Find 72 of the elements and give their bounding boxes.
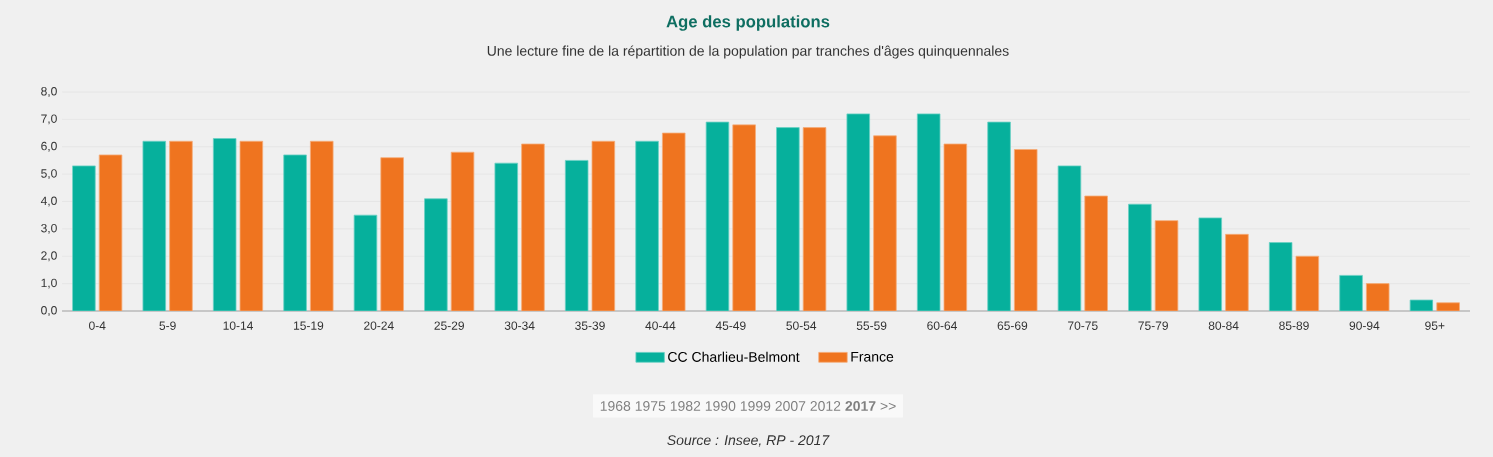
bar	[1154, 220, 1179, 311]
x-tick-label: 90-94	[1349, 321, 1380, 330]
x-tick-label: 50-54	[786, 321, 817, 330]
bar	[353, 214, 378, 311]
x-tick-label: 40-44	[645, 321, 676, 330]
x-tick-label: 15-19	[293, 321, 324, 330]
bar	[1198, 217, 1222, 311]
y-tick-label: 1,0	[41, 278, 57, 289]
bar	[98, 154, 123, 311]
bar	[1225, 233, 1249, 311]
legend-label: France	[851, 351, 894, 362]
x-tick-label: 75-79	[1138, 321, 1168, 330]
y-tick-label: 3,0	[41, 223, 57, 234]
x-tick-label: 80-84	[1208, 321, 1239, 330]
bar	[1084, 195, 1108, 311]
y-tick-label: 8,0	[41, 87, 57, 97]
bar	[943, 143, 968, 311]
legend-label: CC Charlieu-Belmont	[668, 351, 800, 362]
bar	[591, 140, 616, 311]
bar	[846, 113, 871, 311]
x-tick-label: 95+	[1425, 321, 1445, 330]
bar	[1128, 203, 1152, 311]
y-tick-label: 2,0	[41, 251, 57, 262]
bar	[705, 121, 730, 311]
y-tick-label: 0,0	[41, 306, 57, 316]
y-tick-label: 7,0	[41, 114, 57, 125]
bar	[239, 140, 264, 311]
x-tick-label: 20-24	[364, 321, 394, 330]
x-tick-label: 60-64	[927, 321, 957, 330]
text: 1968 1975 1982 1990 1999 2007 2012 2017 >>	[600, 401, 896, 411]
y-tick-label: 6,0	[41, 141, 57, 152]
x-tick-label: 0-4	[89, 321, 106, 330]
bar	[802, 127, 827, 311]
x-tick-label: 5-9	[159, 321, 176, 330]
x-tick-label: 35-39	[575, 321, 605, 330]
bar	[142, 140, 167, 311]
bar	[732, 124, 756, 311]
bar	[662, 132, 686, 311]
bar	[1057, 165, 1082, 311]
x-tick-label: 55-59	[856, 321, 887, 330]
x-tick-label: 65-69	[997, 321, 1028, 330]
bar	[169, 140, 193, 311]
x-tick-label: 10-14	[223, 321, 253, 330]
bar	[283, 154, 307, 311]
bar	[635, 140, 659, 311]
chart-title: Age des populations	[666, 15, 830, 31]
x-tick-label: 85-89	[1279, 321, 1309, 330]
bar	[1339, 275, 1363, 311]
bar	[450, 151, 475, 311]
bar	[212, 138, 237, 311]
bar	[564, 160, 589, 311]
bar	[776, 127, 800, 311]
bar	[873, 135, 897, 311]
bar	[310, 140, 334, 311]
bar	[424, 198, 448, 311]
x-tick-label: 45-49	[715, 321, 746, 330]
chart-subtitle: Une lecture fine de la répartition de la population par tranches d'âges quinquennales	[487, 45, 1009, 59]
bar	[72, 165, 96, 311]
x-tick-label: 70-75	[1068, 321, 1098, 330]
bar	[987, 121, 1011, 311]
x-tick-label: 25-29	[434, 321, 464, 330]
bar	[916, 113, 941, 311]
bar	[380, 157, 404, 311]
y-tick-label: 5,0	[41, 169, 57, 180]
y-tick-label: 4,0	[40, 196, 57, 207]
x-tick-label: 30-34	[504, 321, 535, 330]
source-note: Source : Insee, RP - 2017	[667, 435, 830, 447]
bar	[1014, 149, 1038, 311]
bar	[1295, 255, 1320, 311]
bar	[494, 162, 519, 311]
bar	[1268, 242, 1293, 311]
bar	[521, 143, 545, 311]
